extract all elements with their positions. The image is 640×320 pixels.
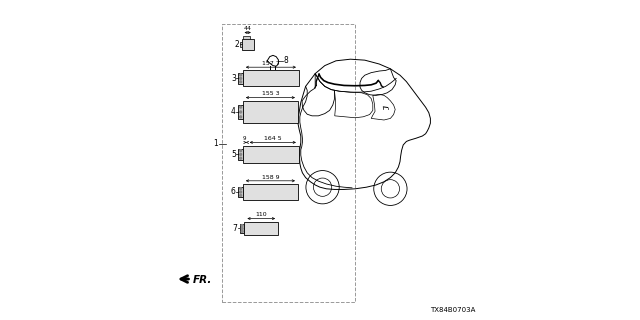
Bar — [240, 43, 242, 46]
Circle shape — [239, 116, 242, 118]
Bar — [242, 39, 253, 50]
Bar — [239, 105, 243, 119]
Text: 4: 4 — [231, 108, 236, 116]
Circle shape — [239, 74, 242, 76]
Text: 164 5: 164 5 — [264, 136, 282, 141]
Bar — [239, 187, 243, 197]
Text: 7: 7 — [232, 224, 237, 233]
Text: 9: 9 — [243, 136, 246, 141]
Bar — [243, 184, 298, 200]
Text: 5: 5 — [231, 150, 236, 159]
Text: 1: 1 — [213, 140, 218, 148]
Text: 6: 6 — [231, 188, 236, 196]
Circle shape — [241, 228, 243, 229]
Circle shape — [239, 157, 242, 159]
Circle shape — [239, 188, 242, 189]
Bar — [239, 73, 243, 84]
Text: 8: 8 — [284, 56, 289, 65]
Bar — [223, 24, 355, 302]
Circle shape — [239, 150, 242, 152]
Circle shape — [239, 77, 242, 79]
Text: 110: 110 — [255, 212, 267, 217]
Text: 158 9: 158 9 — [262, 174, 279, 180]
Circle shape — [241, 230, 243, 232]
Circle shape — [239, 153, 242, 156]
Text: 2: 2 — [234, 40, 239, 49]
Bar — [243, 146, 299, 163]
Circle shape — [239, 191, 242, 193]
Circle shape — [239, 106, 242, 108]
Bar — [243, 36, 250, 39]
Bar — [243, 101, 298, 123]
Text: TX84B0703A: TX84B0703A — [430, 307, 475, 313]
Circle shape — [239, 111, 242, 113]
Text: 155 3: 155 3 — [262, 91, 279, 96]
Text: FR.: FR. — [192, 275, 212, 285]
Bar — [240, 224, 244, 233]
Text: 157 7: 157 7 — [262, 61, 280, 66]
Bar — [243, 70, 299, 86]
Bar — [239, 149, 243, 160]
Text: 44: 44 — [244, 26, 252, 31]
Bar — [244, 222, 278, 235]
Circle shape — [241, 225, 243, 227]
Text: 3: 3 — [231, 74, 236, 83]
Circle shape — [239, 81, 242, 83]
Circle shape — [239, 195, 242, 196]
